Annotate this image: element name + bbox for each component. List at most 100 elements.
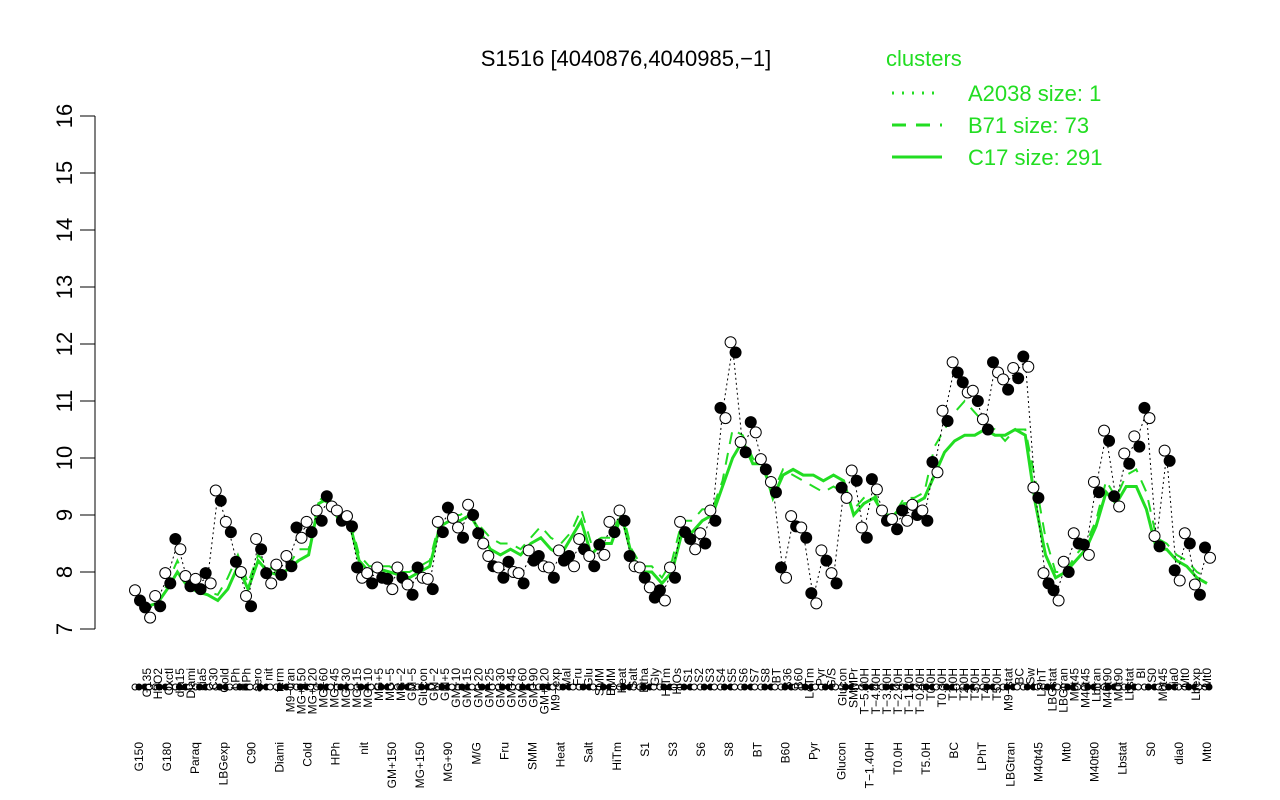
- x-rug-marks: [131, 683, 1213, 691]
- data-point: [1002, 383, 1015, 396]
- data-point: [835, 481, 848, 494]
- x-tick-label: Heat: [554, 741, 568, 767]
- x-tick-label: T4.0H: [979, 668, 993, 701]
- x-tick-label: M9−tran: [284, 668, 298, 712]
- data-point: [512, 567, 525, 580]
- x-tick-label: Diami: [273, 742, 287, 773]
- x-tick-label: S6: [736, 668, 750, 683]
- data-point: [658, 594, 671, 607]
- x-tick-label: T5.0H: [919, 742, 933, 775]
- x-tick-label: MG+150: [413, 742, 427, 789]
- x-tick-label: GM−5: [405, 668, 419, 701]
- x-tick-label: Mt0: [1200, 742, 1214, 762]
- x-tick-label: LBGstat: [1045, 667, 1059, 711]
- data-point: [563, 550, 576, 563]
- data-point: [769, 486, 782, 499]
- data-point: [976, 413, 989, 426]
- data-point: [1108, 490, 1121, 503]
- data-point: [255, 543, 268, 556]
- data-point: [1163, 454, 1176, 467]
- data-point: [1138, 401, 1151, 414]
- data-point: [916, 504, 929, 517]
- data-point: [618, 514, 631, 527]
- x-tick-label: S3: [666, 742, 680, 757]
- x-tick-label: B60: [791, 668, 805, 690]
- data-point: [754, 453, 767, 466]
- data-point: [1098, 424, 1111, 437]
- data-point: [1022, 360, 1035, 373]
- x-tick-label: MG+60: [317, 668, 331, 708]
- data-point: [830, 577, 843, 590]
- data-point: [1199, 541, 1211, 554]
- x-tick-label: Sw: [1023, 668, 1037, 685]
- data-point: [406, 588, 419, 601]
- y-tick-label: 14: [52, 218, 77, 242]
- x-tick-label: T0.0H: [924, 668, 938, 701]
- data-point: [1092, 486, 1105, 499]
- data-point: [1118, 447, 1131, 460]
- x-tick-label: GM+20: [471, 668, 485, 708]
- data-point: [275, 568, 288, 581]
- data-point: [129, 584, 141, 597]
- data-point: [643, 581, 656, 594]
- rug-mark: [710, 683, 718, 691]
- x-tick-label: SMM: [593, 668, 607, 696]
- data-point: [340, 510, 353, 523]
- data-point: [1012, 372, 1025, 385]
- x-tick-label: T−1.40H: [902, 668, 916, 714]
- x-tick-label: T−2.40H: [891, 668, 905, 714]
- data-point: [1103, 434, 1116, 447]
- data-point: [1062, 566, 1075, 578]
- data-point: [724, 336, 737, 349]
- y-tick-label: 15: [52, 161, 77, 185]
- data-point: [795, 521, 808, 534]
- y-tick-label: 7: [52, 623, 77, 635]
- data-point: [734, 436, 747, 449]
- data-point: [608, 526, 621, 539]
- rug-mark: [761, 683, 769, 691]
- x-tick-label: Mt0: [1178, 668, 1192, 688]
- x-tick-label: S2: [692, 668, 706, 683]
- legend: clusters A2038 size: 1 B71 size: 73 C17 …: [886, 46, 1103, 170]
- x-tick-label: S4: [714, 668, 728, 683]
- data-point: [1128, 430, 1141, 443]
- data-point: [896, 504, 909, 517]
- x-tick-label: C30: [206, 668, 220, 690]
- x-tick-label: HPh: [329, 742, 343, 765]
- x-tick-label: T−4.40H: [869, 668, 883, 714]
- x-tick-label: T2.0H: [957, 668, 971, 701]
- data-point: [270, 558, 283, 571]
- data-point: [875, 504, 888, 517]
- data-point: [295, 531, 308, 544]
- data-point: [224, 526, 237, 539]
- x-tick-label: Paraq: [188, 742, 202, 774]
- data-point: [850, 474, 863, 487]
- x-tick-label: nit: [357, 741, 371, 754]
- data-point: [568, 560, 581, 573]
- x-tick-label: M40t90: [1101, 668, 1115, 708]
- x-tick-label: GM+60: [515, 668, 529, 708]
- data-point: [971, 395, 984, 407]
- x-tick-label: Pyr: [814, 668, 828, 686]
- x-tick-label: MG+15: [350, 668, 364, 708]
- data-point: [441, 501, 454, 514]
- data-point: [411, 561, 424, 574]
- data-point: [785, 510, 798, 523]
- x-tick-label: M40t45: [1079, 668, 1093, 708]
- data-point: [623, 550, 636, 563]
- data-point: [855, 521, 868, 534]
- data-point: [159, 567, 172, 580]
- x-tick-label: T−5.40H: [858, 668, 872, 714]
- data-point: [1178, 527, 1191, 540]
- data-point: [805, 587, 818, 600]
- data-point: [669, 571, 681, 584]
- data-point: [638, 571, 651, 584]
- data-point: [1113, 500, 1126, 513]
- x-tick-label: LBGtran: [1056, 668, 1070, 713]
- data-point: [386, 583, 399, 596]
- data-point: [891, 523, 904, 536]
- x-tick-label: M0t45: [1156, 668, 1170, 702]
- data-point: [1052, 594, 1065, 607]
- x-tick-label: Pyr: [807, 742, 821, 760]
